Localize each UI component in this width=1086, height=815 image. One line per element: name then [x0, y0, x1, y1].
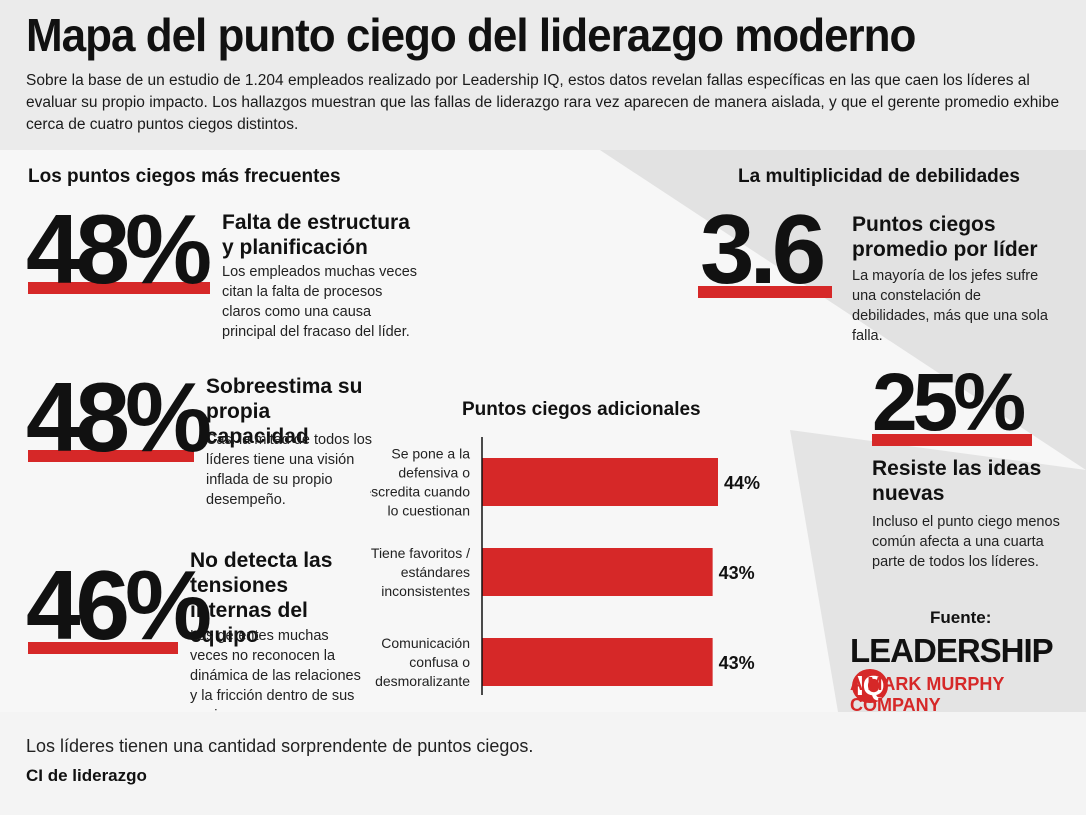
left-section-label: Los puntos ciegos más frecuentes: [28, 166, 341, 187]
category-label: Tiene favoritos /: [371, 545, 470, 561]
category-label: desmoralizante: [375, 673, 470, 689]
category-label: inconsistentes: [381, 583, 470, 599]
stat-description: La mayoría de los jefes sufre una conste…: [852, 268, 1048, 344]
stat-underline: [872, 434, 1032, 446]
source-label: Fuente:: [930, 608, 992, 627]
logo-iq-badge: IQ: [852, 669, 888, 703]
stat-value: 25%: [872, 357, 1026, 448]
category-label: defensiva o: [398, 465, 470, 481]
chart-bar: [482, 458, 718, 506]
category-label: lo cuestionan: [387, 503, 470, 519]
category-label: confusa o: [409, 654, 470, 670]
bar-value-label: 43%: [719, 653, 755, 673]
category-label: descredita cuando: [370, 484, 470, 500]
bar-chart: Puntos ciegos adicionales 44% Se pone a l…: [370, 395, 790, 695]
image-credit: CI de liderazgo: [26, 766, 147, 785]
category-label: estándares: [401, 564, 470, 580]
stat-underline: [28, 282, 210, 294]
stat-underline: [28, 450, 194, 462]
stat-value: 48%: [26, 362, 212, 472]
category-label: Se pone a la: [391, 446, 470, 462]
bar-value-label: 44%: [724, 473, 760, 493]
stat-title: No detecta las tensiones internas del eq…: [190, 549, 333, 647]
stat-title: Sobreestima su propia capacidad: [206, 375, 363, 448]
stat-value: 3.6: [700, 194, 826, 304]
bar-value-label: 43%: [719, 563, 755, 583]
background-shape: [0, 150, 1086, 712]
stat-underline: [698, 286, 832, 298]
stat-value: 48%: [26, 194, 212, 304]
stat-underline: [28, 642, 178, 654]
stat-value: 46%: [26, 550, 212, 660]
category-label: Comunicación: [381, 635, 470, 651]
stat-description: Casi la mitad de todos los líderes tiene…: [206, 432, 373, 508]
stat-title: Falta de estructura y planificación: [222, 211, 410, 259]
intro-text: Sobre la base de un estudio de 1.204 emp…: [26, 72, 1060, 133]
stat-title: Resiste las ideas nuevas: [872, 457, 1042, 505]
chart-canvas: 44% Se pone a la defensiva o descredita cua…: [370, 437, 760, 695]
stat-title: Puntos ciegos promedio por líder: [852, 213, 1038, 261]
page-title: Mapa del punto ciego del liderazgo moder…: [26, 9, 916, 62]
infographic-poster: Mapa del punto ciego del liderazgo moder…: [0, 9, 1086, 712]
image-caption: Los líderes tienen una cantidad sorprend…: [26, 736, 534, 756]
chart-title: Puntos ciegos adicionales: [462, 399, 701, 420]
stat-description: Los gerentes muchas veces no reconocen l…: [190, 628, 361, 712]
logo-subtitle: A MARK MURPHY COMPANY: [850, 674, 1005, 712]
chart-bar: [482, 548, 713, 596]
stat-description: Los empleados muchas veces citan la falt…: [222, 264, 418, 340]
logo-text: LEADERSHIP: [850, 632, 1054, 669]
stat-description: Incluso el punto ciego menos común afect…: [872, 514, 1060, 570]
chart-bar: [482, 638, 713, 686]
leadership-iq-logo: LEADERSHIPIQ: [850, 634, 1086, 703]
right-section-label: La multiplicidad de debilidades: [738, 166, 1020, 187]
